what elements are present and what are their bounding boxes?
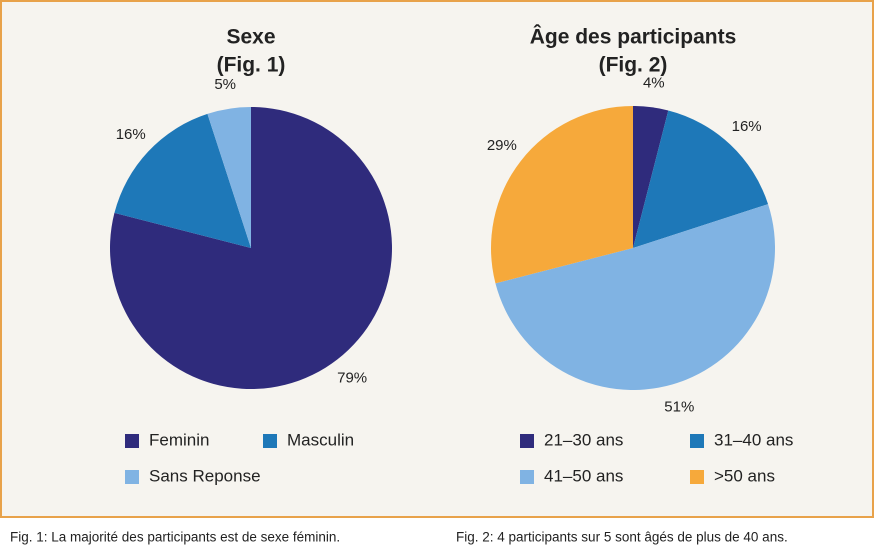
legend-label: Sans Reponse xyxy=(149,466,261,485)
slice-label: 16% xyxy=(732,118,762,135)
legend-swatch xyxy=(263,434,277,448)
legend-label: 21–30 ans xyxy=(544,430,623,449)
legend-label: >50 ans xyxy=(714,466,775,485)
slice-label: 29% xyxy=(487,137,517,154)
legend-swatch xyxy=(690,434,704,448)
chart-subtitle: (Fig. 2) xyxy=(599,54,668,77)
pie-slice xyxy=(633,106,669,248)
legend-label: Feminin xyxy=(149,430,209,449)
pie-slice xyxy=(207,107,251,248)
slice-label: 16% xyxy=(116,126,146,143)
caption: Fig. 2: 4 participants sur 5 sont âgés d… xyxy=(456,530,788,545)
pie-slice xyxy=(110,107,393,389)
slice-label: 51% xyxy=(664,398,694,415)
slice-label: 4% xyxy=(643,74,665,91)
legend-swatch xyxy=(690,470,704,484)
pie-slice xyxy=(114,113,251,248)
legend-label: 41–50 ans xyxy=(544,466,623,485)
chart-subtitle: (Fig. 1) xyxy=(217,54,286,77)
legend-swatch xyxy=(520,470,534,484)
legend-swatch xyxy=(520,434,534,448)
chart-title: Sexe xyxy=(226,26,275,49)
chart-title: Âge des participants xyxy=(530,25,737,49)
pie-slice xyxy=(495,204,775,390)
legend-label: Masculin xyxy=(287,430,354,449)
legend-label: 31–40 ans xyxy=(714,430,793,449)
pie-slice xyxy=(633,110,769,249)
slice-label: 5% xyxy=(214,76,236,93)
slice-label: 79% xyxy=(337,369,367,386)
caption: Fig. 1: La majorité des participants est… xyxy=(10,530,340,545)
pie-slice xyxy=(491,106,633,284)
legend-swatch xyxy=(125,470,139,484)
legend-swatch xyxy=(125,434,139,448)
